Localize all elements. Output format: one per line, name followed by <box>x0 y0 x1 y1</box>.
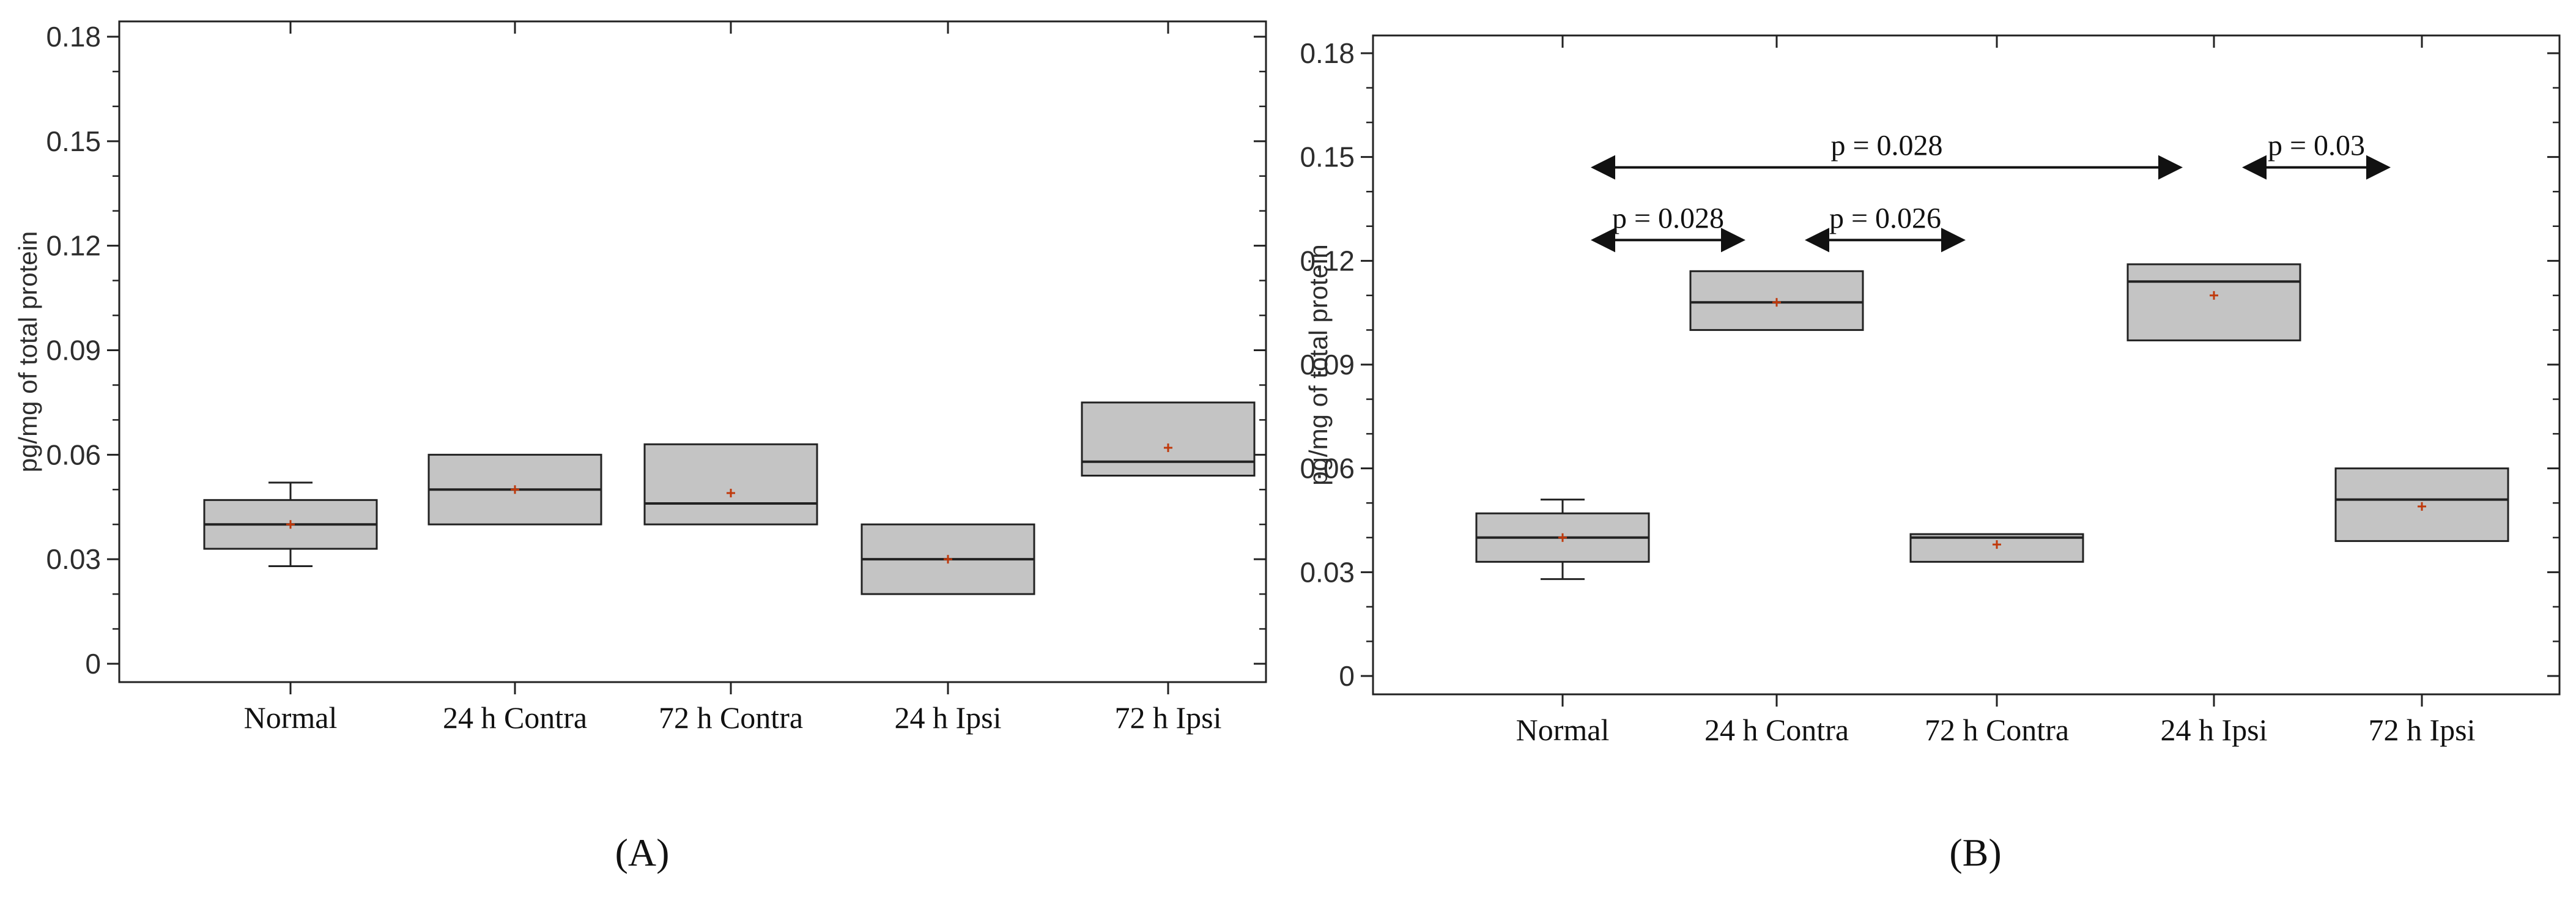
y-tick-label: 0.06 <box>1300 453 1355 485</box>
box <box>1081 401 1256 477</box>
panel-b: 0 0.03 0.06 0.09 0.12 0.15 0.18 pg/mg of total … <box>1300 34 2561 874</box>
y-tick-label: 0 <box>1339 660 1355 692</box>
category-label: 72 h Ipsi <box>1115 700 1222 735</box>
category-label: 24 h Ipsi <box>895 700 1002 735</box>
y-tick-label: 0.09 <box>1300 349 1355 381</box>
p-value-label: p = 0.026 <box>1829 202 1941 234</box>
y-tick-label: 0.12 <box>46 230 101 262</box>
plot-frame <box>118 20 1267 683</box>
category-label: 24 h Contra <box>1704 713 1849 747</box>
panel-label: (B) <box>1949 831 2001 874</box>
y-axis-label: pg/mg of total protein <box>1304 244 1333 486</box>
p-value-label: p = 0.03 <box>2268 130 2365 162</box>
y-tick-label: 0.03 <box>1300 556 1355 588</box>
box <box>643 443 818 525</box>
y-tick-label: 0.18 <box>1300 37 1355 69</box>
y-tick-label: 0.18 <box>46 21 101 53</box>
y-tick-label: 0 <box>85 648 101 680</box>
box <box>2126 263 2301 341</box>
category-label: 72 h Contra <box>1925 713 2069 747</box>
category-label: Normal <box>1516 713 1610 747</box>
y-tick-label: 0.09 <box>46 335 101 366</box>
category-label: 72 h Contra <box>659 700 803 735</box>
category-label: Normal <box>244 700 338 735</box>
y-axis-label: pg/mg of total protein <box>13 231 42 473</box>
panel-a: 0 0.03 0.06 0.09 0.12 0.15 0.18 pg/mg of total … <box>13 20 1267 874</box>
y-tick-label: 0.15 <box>46 125 101 157</box>
category-label: 72 h Ipsi <box>2369 713 2476 747</box>
plot-frame <box>1372 34 2561 696</box>
y-tick-label: 0.03 <box>46 543 101 575</box>
category-label: 24 h Contra <box>443 700 587 735</box>
p-value-label: p = 0.028 <box>1612 202 1724 234</box>
panel-label: (A) <box>615 831 670 874</box>
y-tick-label: 0.06 <box>46 439 101 470</box>
category-label: 24 h Ipsi <box>2161 713 2268 747</box>
y-tick-label: 0.12 <box>1300 245 1355 277</box>
p-value-label: p = 0.028 <box>1830 130 1942 162</box>
y-tick-label: 0.15 <box>1300 141 1355 173</box>
